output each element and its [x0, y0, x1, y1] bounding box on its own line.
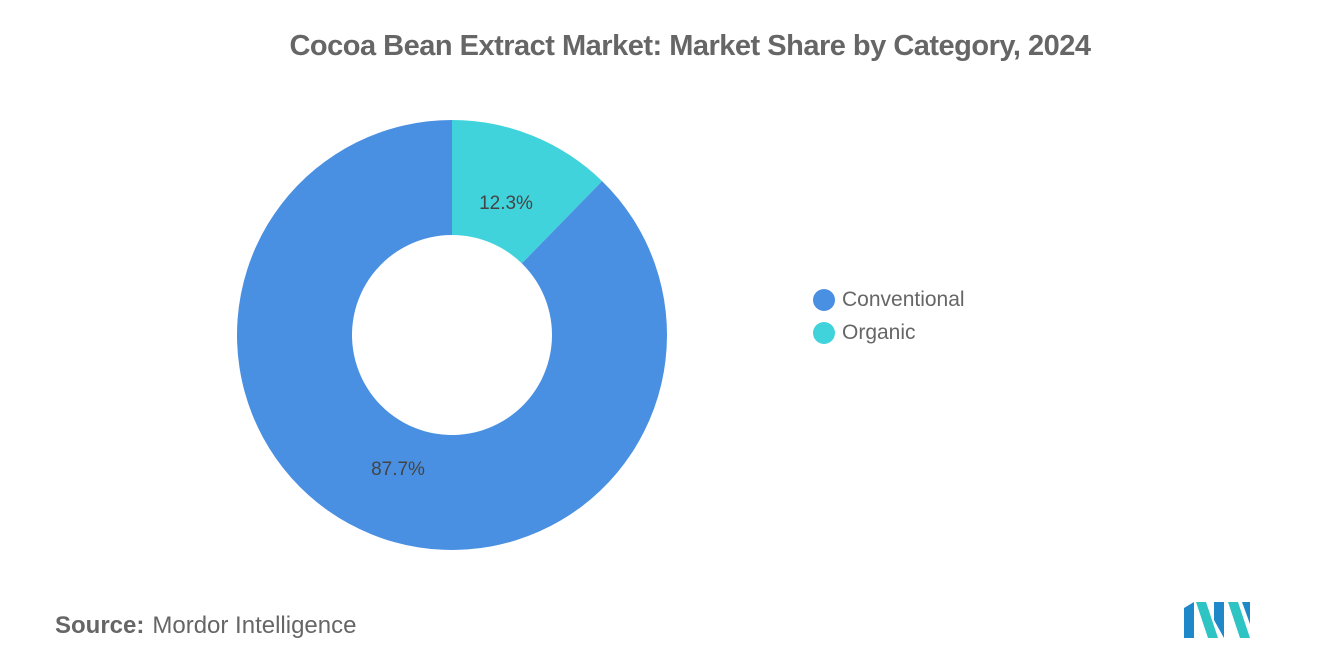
legend-label-organic: Organic — [842, 320, 916, 344]
legend-swatch-organic — [813, 321, 835, 344]
slice-organic — [452, 120, 603, 264]
chart-legend: Conventional Organic — [813, 283, 965, 349]
slice-label-organic: 12.3% — [479, 193, 533, 214]
source-note: Source: Mordor Intelligence — [55, 612, 356, 640]
source-text: Mordor Intelligence — [152, 612, 357, 639]
legend-item-organic: Organic — [813, 316, 965, 349]
source-label: Source: — [55, 612, 145, 639]
slice-label-conventional: 87.7% — [371, 459, 425, 480]
chart-title: Cocoa Bean Extract Market: Market Share … — [289, 30, 1091, 62]
slice-conventional — [237, 120, 668, 550]
legend-swatch-conventional — [813, 288, 835, 311]
mordor-intelligence-logo-icon — [1184, 602, 1250, 638]
legend-item-conventional: Conventional — [813, 283, 965, 316]
legend-label-conventional: Conventional — [842, 287, 965, 311]
